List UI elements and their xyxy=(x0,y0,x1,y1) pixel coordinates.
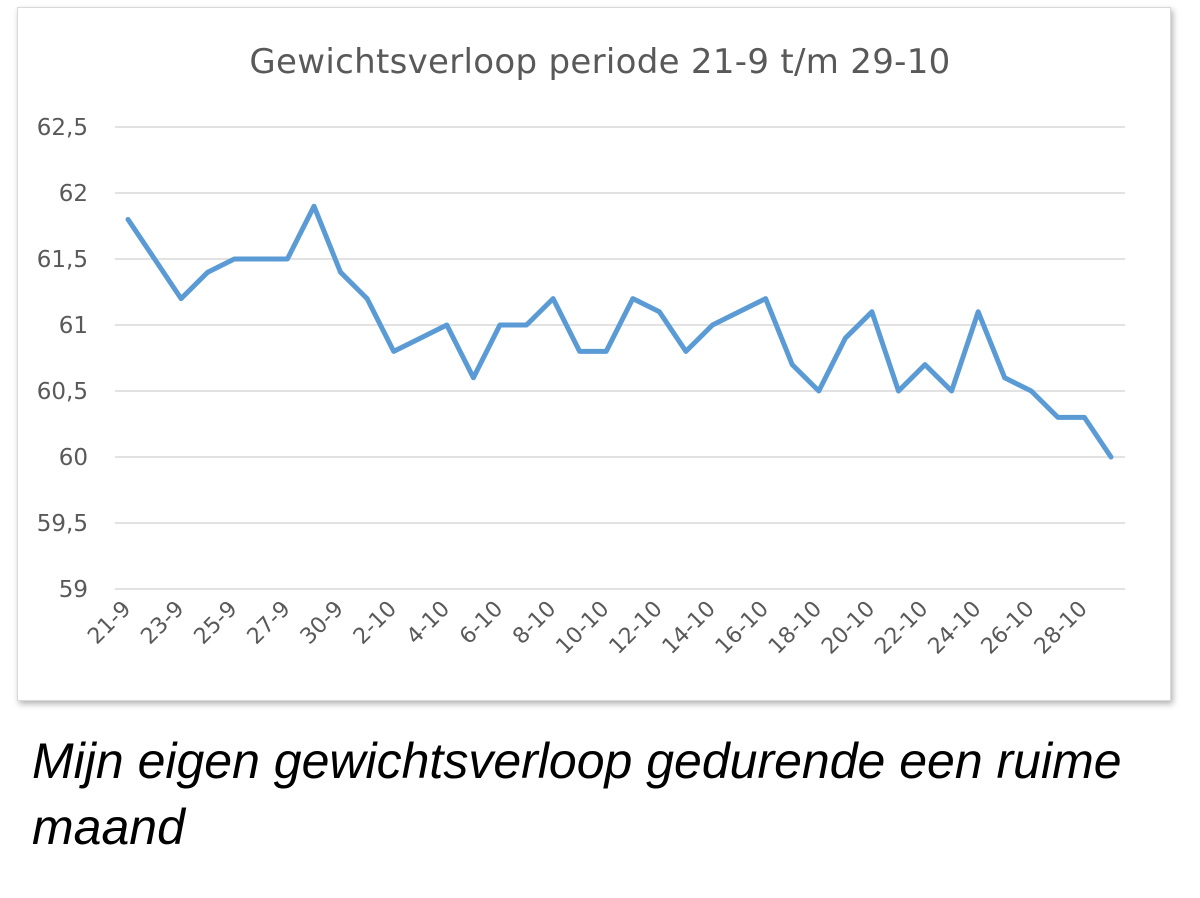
x-tick-label: 25-9 xyxy=(190,597,243,650)
x-tick-label: 28-10 xyxy=(1030,597,1093,660)
y-tick-label: 59,5 xyxy=(37,511,88,537)
x-tick-label: 20-10 xyxy=(817,597,880,660)
x-tick-label: 14-10 xyxy=(658,597,721,660)
x-tick-label: 6-10 xyxy=(455,597,508,650)
y-tick-label: 60,5 xyxy=(37,379,88,405)
x-tick-label: 23-9 xyxy=(136,597,189,650)
y-tick-label: 61 xyxy=(59,313,88,339)
x-tick-label: 2-10 xyxy=(349,597,402,650)
y-tick-label: 61,5 xyxy=(37,247,88,273)
x-tick-label: 27-9 xyxy=(243,597,296,650)
chart-title: Gewichtsverloop periode 21-9 t/m 29-10 xyxy=(249,42,951,82)
y-tick-label: 60 xyxy=(59,445,88,471)
x-tick-label: 16-10 xyxy=(711,597,774,660)
x-tick-label: 30-9 xyxy=(296,597,349,650)
x-tick-label: 26-10 xyxy=(977,597,1040,660)
x-tick-label: 21-9 xyxy=(83,597,136,650)
x-tick-label: 12-10 xyxy=(605,597,668,660)
y-tick-label: 59 xyxy=(59,577,88,603)
caption: Mijn eigen gewichtsverloop gedurende een… xyxy=(32,733,1122,855)
x-tick-label: 4-10 xyxy=(402,597,455,650)
y-tick-label: 62,5 xyxy=(37,115,88,141)
x-tick-label: 22-10 xyxy=(870,597,933,660)
x-tick-label: 18-10 xyxy=(764,597,827,660)
series-line xyxy=(125,203,1114,460)
chart-frame xyxy=(17,7,1171,701)
y-tick-label: 62 xyxy=(59,181,88,207)
x-tick-label: 24-10 xyxy=(924,597,987,660)
x-tick-label: 10-10 xyxy=(552,597,615,660)
